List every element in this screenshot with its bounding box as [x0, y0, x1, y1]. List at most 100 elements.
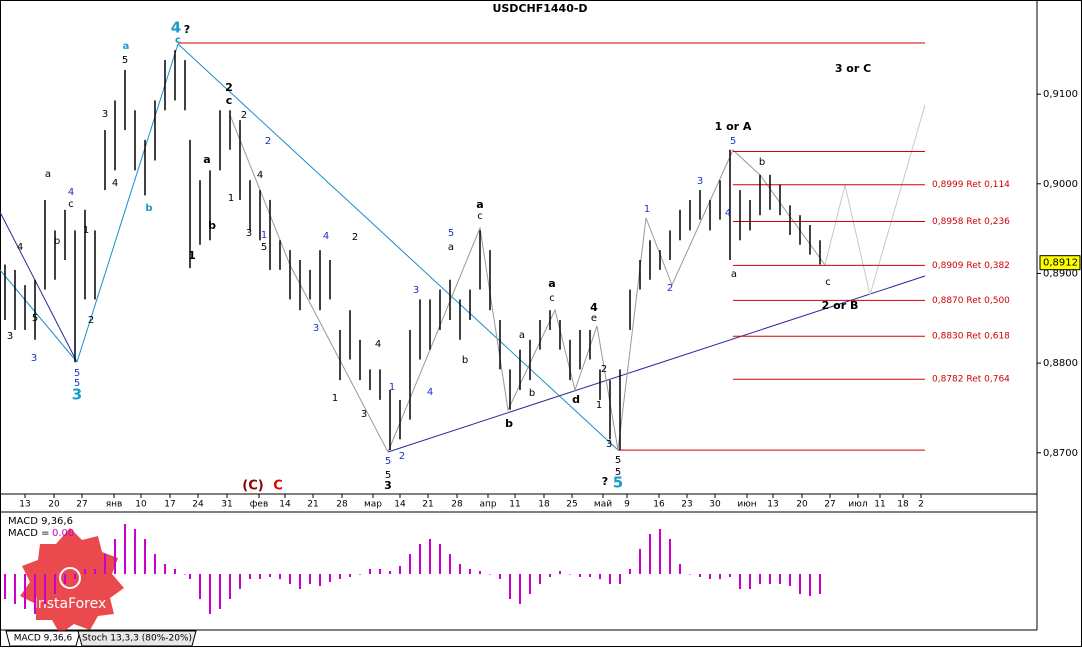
macd-bar: [369, 569, 371, 574]
macd-name: MACD 9,36,6: [8, 516, 73, 527]
x-tick-label: июл: [848, 500, 867, 510]
wave-label: a: [203, 153, 210, 166]
macd-bar: [379, 569, 381, 574]
macd-readout-value: 0.00: [52, 528, 74, 539]
macd-bar: [769, 574, 771, 584]
last-price-box: [1039, 255, 1081, 271]
wave-label: 2: [601, 364, 607, 375]
wave-label: 4: [590, 301, 598, 314]
projection-line: [824, 104, 926, 296]
macd-bar: [249, 574, 251, 579]
wave-label: 5: [385, 470, 391, 481]
macd-bar: [639, 549, 641, 574]
macd-bar: [269, 574, 271, 577]
wave-label: 3: [384, 479, 392, 492]
fib-label: 0,8909 Ret 0,382: [932, 261, 1010, 271]
wave-label: 2: [225, 81, 233, 94]
trendline: [177, 43, 619, 451]
tab-label[interactable]: MACD 9,36,6: [14, 634, 73, 644]
macd-bar: [729, 574, 731, 577]
wave-label: b: [759, 157, 765, 168]
macd-bar: [629, 569, 631, 574]
macd-bar: [709, 574, 711, 579]
macd-bar: [279, 574, 281, 579]
watermark: InstaForex: [20, 528, 124, 634]
wave-label: a: [448, 242, 454, 253]
fib-label: 0,8830 Ret 0,618: [932, 332, 1010, 342]
x-tick-label: 24: [192, 500, 204, 510]
macd-bar: [104, 554, 106, 574]
macd-bar: [34, 574, 36, 614]
y-tick-label: 0,9100: [1043, 89, 1078, 100]
macd-bar: [489, 574, 491, 575]
wave-label: 5: [448, 228, 454, 239]
macd-bar: [144, 539, 146, 574]
wave-label: 2 or B: [822, 299, 859, 312]
macd-bar: [429, 539, 431, 574]
macd-bar: [599, 574, 601, 579]
wave-label: 1: [389, 382, 395, 393]
x-tick-label: 21: [307, 500, 318, 510]
macd-bar: [94, 569, 96, 574]
macd-bar: [519, 574, 521, 604]
wave-label: a: [548, 277, 555, 290]
x-tick-label: мар: [364, 500, 382, 510]
wave-label: 3: [606, 439, 612, 450]
macd-bar: [164, 564, 166, 574]
brand: InstaForex: [34, 596, 107, 612]
x-tick-label: 13: [19, 500, 30, 510]
wave-label: b: [505, 417, 513, 430]
wave-label: 1: [228, 193, 234, 204]
wave-label: 5: [613, 474, 623, 492]
brand-badge: [20, 528, 124, 634]
frame: [0, 0, 1082, 647]
macd-bar: [819, 574, 821, 594]
wave-label: 2: [88, 315, 94, 326]
wave-label: a: [731, 269, 737, 280]
wave-label: 3: [72, 386, 82, 404]
wave-label: c: [825, 277, 831, 288]
x-tick-label: 17: [164, 500, 175, 510]
tab-label[interactable]: Stoch 13,3,3 (80%-20%): [82, 634, 192, 644]
x-tick-label: 2: [918, 500, 924, 510]
tab[interactable]: [5, 630, 81, 647]
wave-label: 5: [74, 378, 80, 389]
brand-icon: [59, 567, 81, 589]
macd-bar: [529, 574, 531, 594]
wave-label: b: [54, 236, 60, 247]
macd-bar: [809, 574, 811, 596]
y-tick-label: 0,8800: [1043, 358, 1078, 369]
wave-label: (C): [242, 479, 263, 494]
macd-bar: [419, 544, 421, 574]
x-tick-label: 27: [824, 500, 835, 510]
wave-label: a: [476, 198, 483, 211]
macd-bar: [74, 574, 76, 579]
wave-label: 2: [265, 136, 271, 147]
wave-label: 4: [323, 231, 329, 242]
macd-bar: [469, 569, 471, 574]
x-tick-label: май: [594, 500, 612, 510]
wave-label: C: [273, 479, 283, 494]
wave-label: b: [529, 388, 535, 399]
wave-label: 4: [171, 19, 181, 37]
x-tick-label: фев: [250, 500, 269, 510]
wave-line: [617, 149, 826, 451]
macd-bar: [399, 566, 401, 574]
x-tick-label: 27: [76, 500, 87, 510]
wave-label: b: [208, 219, 216, 232]
macd-bar: [569, 574, 571, 575]
macd-bar: [739, 574, 741, 589]
wave-label: d: [572, 393, 580, 406]
macd-bar: [309, 574, 311, 584]
x-tick-label: 25: [566, 500, 577, 510]
macd-bar: [174, 569, 176, 574]
x-tick-label: 20: [48, 500, 60, 510]
x-tick-label: 11: [874, 500, 885, 510]
tab[interactable]: [77, 630, 197, 647]
macd-bar: [44, 574, 46, 604]
wave-label: 4: [17, 242, 23, 253]
wave-label: c: [68, 199, 74, 210]
macd-bar: [329, 574, 331, 582]
y-tick-label: 0,8700: [1043, 448, 1078, 459]
